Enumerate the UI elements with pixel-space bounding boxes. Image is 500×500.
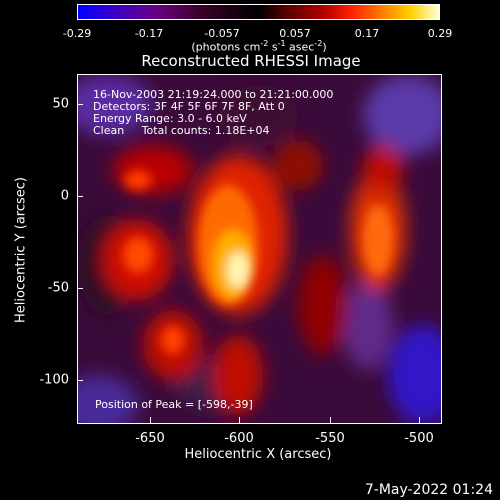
time-range-annotation: 16-Nov-2003 21:19:24.000 to 21:21:00.000 — [93, 88, 334, 101]
colorbar-tick-label: -0.29 — [62, 27, 92, 40]
x-tick-mark — [239, 417, 240, 423]
x-tick-mark — [150, 417, 151, 423]
energy-annotation: Energy Range: 3.0 - 6.0 keV — [93, 112, 247, 125]
y-tick-mark — [77, 380, 83, 381]
colorbar-tick-label: 0.29 — [427, 27, 453, 40]
colorbar-tick-label: -0.17 — [134, 27, 164, 40]
rhessi-image — [78, 75, 441, 423]
date-stamp: 7-May-2022 01:24 — [364, 482, 493, 498]
colorbar-units: (photons cm-2 s-1 asec-2) — [191, 39, 327, 54]
x-tick-mark — [419, 417, 420, 423]
colorbar — [77, 4, 440, 20]
y-tick-mark — [77, 196, 83, 197]
colorbar-tick-label: -0.057 — [204, 27, 240, 40]
image-title: Reconstructed RHESSI Image — [141, 52, 361, 70]
y-tick-label: 0 — [60, 188, 69, 204]
x-tick-label: -550 — [315, 431, 345, 446]
y-tick-mark — [77, 104, 83, 105]
x-tick-label: -500 — [404, 431, 434, 446]
peak-annotation: Position of Peak = [-598,-39] — [95, 398, 253, 411]
y-tick-label: 50 — [52, 96, 69, 112]
x-tick-mark — [330, 417, 331, 423]
y-tick-mark — [77, 288, 83, 289]
colorbar-tick-label: 0.17 — [354, 27, 380, 40]
clean-annotation: Clean Total counts: 1.18E+04 — [93, 124, 270, 137]
x-tick-label: -650 — [135, 431, 165, 446]
y-tick-label: -50 — [47, 280, 69, 296]
x-tick-label: -600 — [224, 431, 254, 446]
colorbar-tick-label: 0.057 — [279, 27, 311, 40]
detectors-annotation: Detectors: 3F 4F 5F 6F 7F 8F, Att 0 — [93, 100, 285, 113]
y-tick-label: -100 — [39, 372, 69, 388]
image-plot: 16-Nov-2003 21:19:24.000 to 21:21:00.000… — [77, 74, 442, 424]
x-axis-label: Heliocentric X (arcsec) — [184, 447, 332, 462]
y-axis-label: Heliocentric Y (arcsec) — [13, 177, 29, 323]
